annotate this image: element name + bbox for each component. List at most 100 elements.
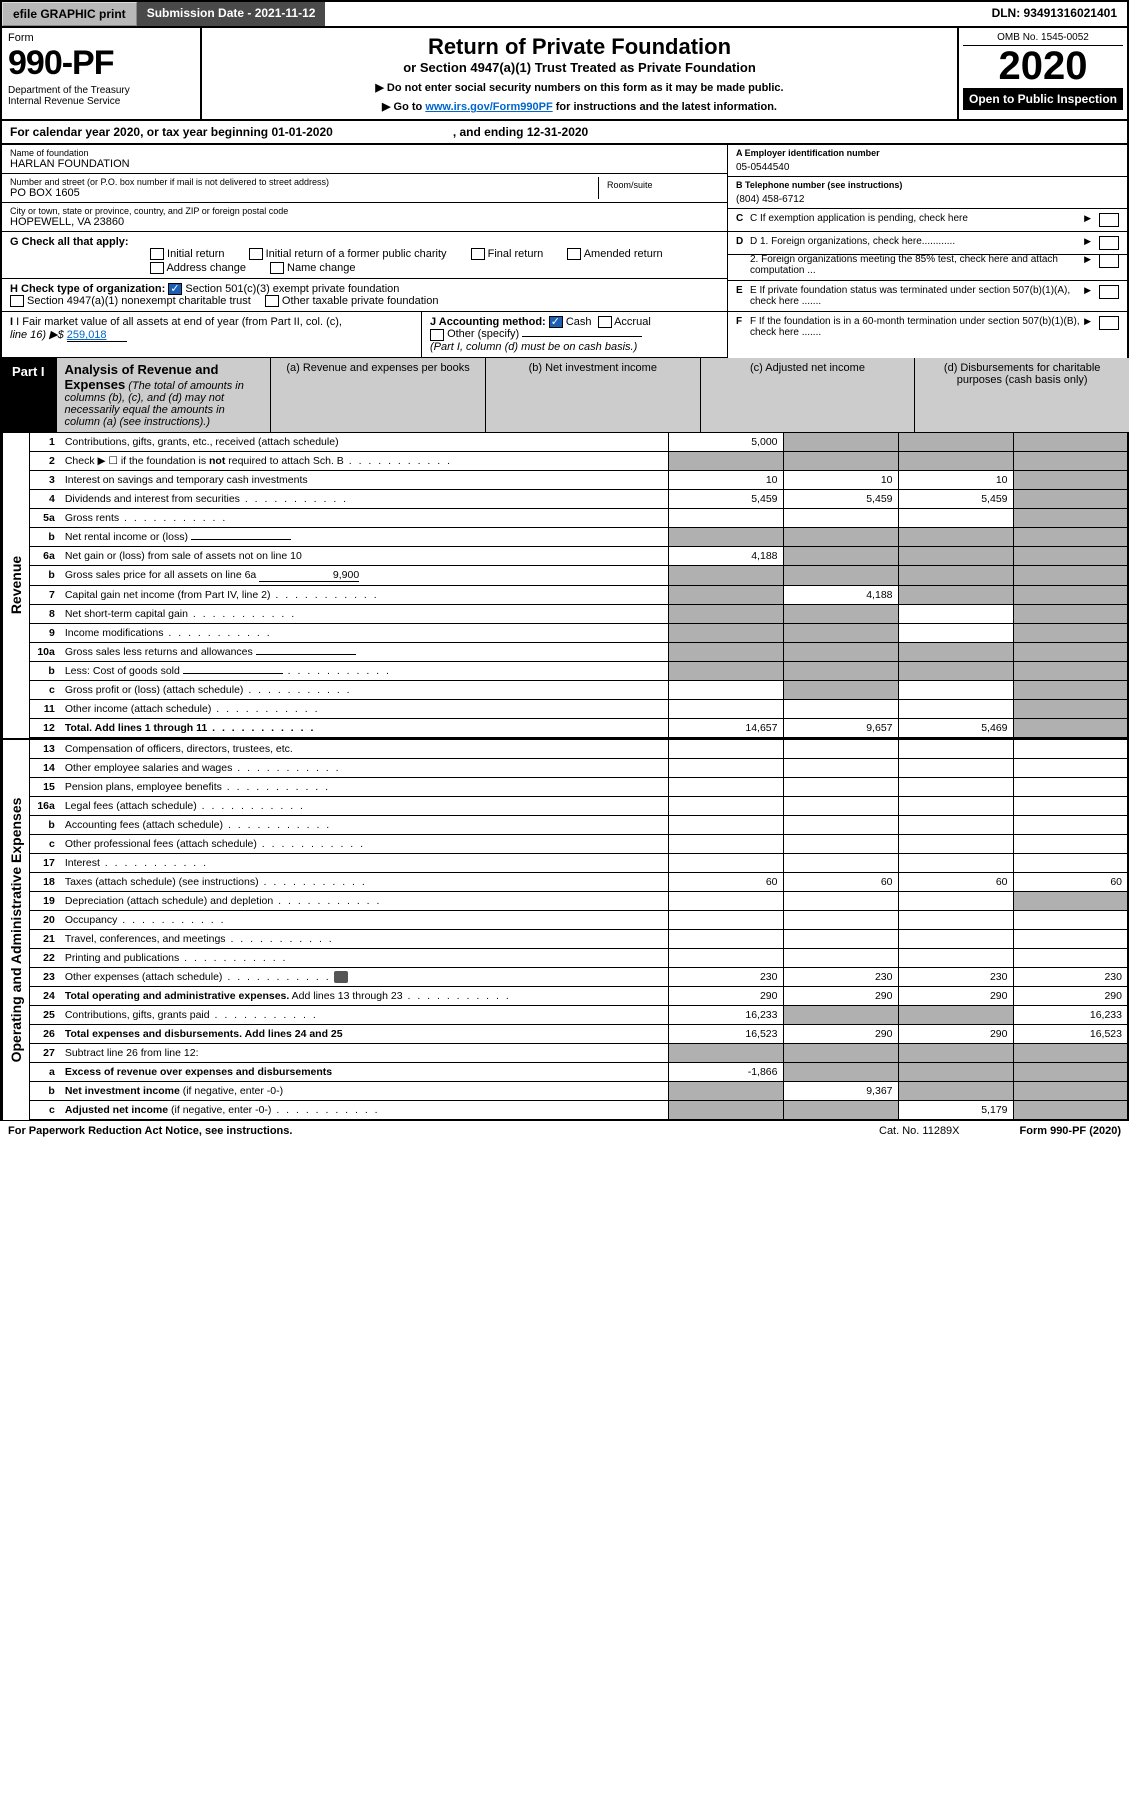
table-row: aExcess of revenue over expenses and dis… (30, 1062, 1128, 1081)
identity-block: Name of foundation HARLAN FOUNDATION Num… (0, 145, 1129, 358)
d1-checkbox[interactable] (1099, 236, 1119, 250)
d1-label: D 1. Foreign organizations, check here..… (750, 236, 955, 247)
table-row: bLess: Cost of goods sold (30, 661, 1128, 680)
calendar-year-row: For calendar year 2020, or tax year begi… (0, 121, 1129, 145)
table-row: 26Total expenses and disbursements. Add … (30, 1024, 1128, 1043)
efile-print-btn[interactable]: efile GRAPHIC print (2, 2, 137, 26)
table-row: 27Subtract line 26 from line 12: (30, 1043, 1128, 1062)
g-option[interactable]: Initial return (150, 248, 225, 260)
note-ssn: ▶ Do not enter social security numbers o… (212, 81, 947, 94)
cat-no: Cat. No. 11289X (879, 1125, 960, 1137)
table-row: 4Dividends and interest from securities5… (30, 489, 1128, 508)
dept: Department of the Treasury Internal Reve… (8, 85, 194, 107)
table-row: 18Taxes (attach schedule) (see instructi… (30, 872, 1128, 891)
e-checkbox[interactable] (1099, 285, 1119, 299)
i-fmv: I I Fair market value of all assets at e… (2, 312, 422, 356)
attach-icon[interactable] (334, 971, 348, 983)
accrual-checkbox[interactable] (598, 316, 612, 328)
table-row: 9Income modifications (30, 623, 1128, 642)
table-row: 6aNet gain or (loss) from sale of assets… (30, 546, 1128, 565)
table-row: bNet rental income or (loss) (30, 527, 1128, 546)
form-subtitle: or Section 4947(a)(1) Trust Treated as P… (212, 60, 947, 75)
submission-date: Submission Date - 2021-11-12 (137, 2, 326, 26)
h-option[interactable]: Section 4947(a)(1) nonexempt charitable … (10, 295, 251, 307)
expenses-sidebar: Operating and Administrative Expenses (2, 739, 29, 1121)
foundation-name: HARLAN FOUNDATION (10, 158, 719, 170)
table-row: 15Pension plans, employee benefits (30, 777, 1128, 796)
form-label: Form (8, 32, 194, 44)
table-row: 13Compensation of officers, directors, t… (30, 739, 1128, 758)
table-row: cAdjusted net income (if negative, enter… (30, 1100, 1128, 1120)
g-option[interactable]: Final return (471, 248, 544, 260)
tax-year: 2020 (963, 46, 1123, 86)
table-row: 12Total. Add lines 1 through 1114,6579,6… (30, 718, 1128, 738)
table-row: 11Other income (attach schedule) (30, 699, 1128, 718)
table-row: 20Occupancy (30, 910, 1128, 929)
g-option[interactable]: Amended return (567, 248, 662, 260)
dln: DLN: 93491316021401 (982, 2, 1127, 26)
c-checkbox[interactable] (1099, 213, 1119, 227)
addr-label: Number and street (or P.O. box number if… (10, 177, 598, 187)
table-row: bGross sales price for all assets on lin… (30, 565, 1128, 585)
h-option[interactable]: Section 501(c)(3) exempt private foundat… (168, 283, 399, 295)
room-label: Room/suite (599, 177, 719, 199)
table-row: bNet investment income (if negative, ent… (30, 1081, 1128, 1100)
c-label: C If exemption application is pending, c… (750, 213, 1084, 224)
fmv-link[interactable]: 259,018 (67, 329, 127, 342)
table-row: cOther professional fees (attach schedul… (30, 834, 1128, 853)
part1-header: Part I Analysis of Revenue and Expenses … (0, 358, 1129, 432)
g-check: G Check all that apply: Initial return I… (2, 232, 727, 279)
table-row: 7Capital gain net income (from Part IV, … (30, 585, 1128, 604)
g-option[interactable]: Initial return of a former public charit… (249, 248, 447, 260)
footer: For Paperwork Reduction Act Notice, see … (0, 1121, 1129, 1141)
ein: 05-0544540 (736, 158, 1119, 173)
ein-label: A Employer identification number (736, 148, 1119, 158)
name-label: Name of foundation (10, 148, 719, 158)
table-row: 19Depreciation (attach schedule) and dep… (30, 891, 1128, 910)
table-row: 10aGross sales less returns and allowanc… (30, 642, 1128, 661)
d2-label: 2. Foreign organizations meeting the 85%… (750, 254, 1084, 276)
h-option[interactable]: Other taxable private foundation (265, 295, 439, 307)
table-row: 25Contributions, gifts, grants paid16,23… (30, 1005, 1128, 1024)
form-title: Return of Private Foundation (212, 34, 947, 60)
e-label: E If private foundation status was termi… (750, 285, 1084, 307)
open-inspection: Open to Public Inspection (963, 88, 1123, 110)
other-checkbox[interactable] (430, 329, 444, 341)
pra-notice: For Paperwork Reduction Act Notice, see … (8, 1125, 292, 1137)
d2-checkbox[interactable] (1099, 254, 1119, 268)
g-option[interactable]: Address change (150, 262, 246, 274)
table-row: 17Interest (30, 853, 1128, 872)
table-row: bAccounting fees (attach schedule) (30, 815, 1128, 834)
city: HOPEWELL, VA 23860 (10, 216, 719, 228)
address: PO BOX 1605 (10, 187, 598, 199)
j-accounting: J Accounting method: Cash Accrual Other … (422, 312, 727, 356)
revenue-table: 1Contributions, gifts, grants, etc., rec… (29, 432, 1129, 739)
h-check: H Check type of organization: Section 50… (2, 279, 727, 312)
phone-label: B Telephone number (see instructions) (736, 180, 1119, 190)
table-row: 5aGross rents (30, 508, 1128, 527)
phone: (804) 458-6712 (736, 190, 1119, 205)
expenses-table: 13Compensation of officers, directors, t… (29, 739, 1129, 1121)
table-row: 2Check ▶ ☐ if the foundation is not requ… (30, 451, 1128, 470)
revenue-sidebar: Revenue (2, 432, 29, 739)
form-ref: Form 990-PF (2020) (1020, 1125, 1121, 1137)
note-link: ▶ Go to www.irs.gov/Form990PF for instru… (212, 100, 947, 113)
table-row: 16aLegal fees (attach schedule) (30, 796, 1128, 815)
table-row: 21Travel, conferences, and meetings (30, 929, 1128, 948)
f-label: F If the foundation is in a 60-month ter… (750, 316, 1084, 338)
g-option[interactable]: Name change (270, 262, 356, 274)
cash-checkbox[interactable] (549, 316, 563, 328)
table-row: 23Other expenses (attach schedule) 23023… (30, 967, 1128, 986)
irs-link[interactable]: www.irs.gov/Form990PF (425, 101, 552, 113)
table-row: 3Interest on savings and temporary cash … (30, 470, 1128, 489)
f-checkbox[interactable] (1099, 316, 1119, 330)
table-row: 24Total operating and administrative exp… (30, 986, 1128, 1005)
table-row: 1Contributions, gifts, grants, etc., rec… (30, 432, 1128, 451)
efile-topbar: efile GRAPHIC print Submission Date - 20… (0, 0, 1129, 28)
table-row: 14Other employee salaries and wages (30, 758, 1128, 777)
form-number: 990-PF (8, 44, 194, 83)
table-row: 8Net short-term capital gain (30, 604, 1128, 623)
table-row: cGross profit or (loss) (attach schedule… (30, 680, 1128, 699)
table-row: 22Printing and publications (30, 948, 1128, 967)
city-label: City or town, state or province, country… (10, 206, 719, 216)
